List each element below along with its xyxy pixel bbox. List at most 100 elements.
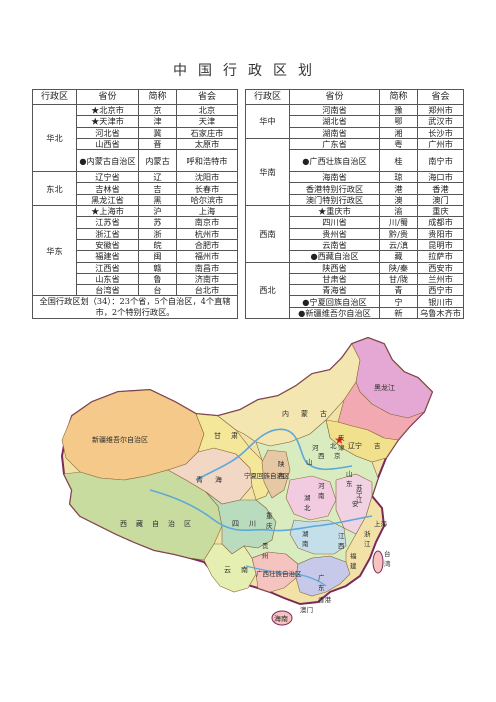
province-cell: 福建省 [76,250,139,263]
capital-cell: 沈阳市 [176,171,238,184]
abbr-cell: 闽 [138,250,177,263]
capital-cell: 福州市 [176,250,238,263]
province-cell: 湖南省 [289,126,380,139]
map-small-char: 西 [318,452,325,460]
abbr-cell: 黔/贵 [379,227,418,240]
header-province: 省份 [76,89,139,105]
map-small-char: 苏 [356,483,363,492]
abbr-cell: 青 [379,284,418,297]
map-small-char: 山 [306,457,313,466]
capital-cell: 澳门 [417,193,464,207]
province-cell: ●新疆维吾尔自治区 [289,306,380,320]
capital-cell: 郑州市 [417,103,464,117]
map-small-char: 浙 [364,529,371,538]
province-cell: 广东省 [289,137,380,151]
map-small-char: 西 [278,472,285,480]
table-row: 浙江省浙杭州市 [33,227,238,240]
province-cell: ●西藏自治区 [289,250,380,263]
province-cell: 四川省 [289,216,380,229]
capital-star-icon: ★ [334,433,345,447]
map-small-char: 津 [338,444,345,452]
map-label-liaoning: 辽宁 [348,441,362,450]
capital-cell: 拉萨市 [417,250,464,263]
table-row: ●新疆维吾尔自治区新乌鲁木齐市 [246,306,464,320]
map-small-char: 江 [338,532,345,540]
map-label-xinjiang: 新疆维吾尔自治区 [92,435,148,444]
table-row: 福建省闽福州市 [33,250,238,263]
capital-cell: 南昌市 [176,261,238,274]
abbr-cell: 津 [138,115,177,128]
province-cell: 台湾省 [76,284,139,297]
header-capital: 省会 [176,89,238,105]
province-cell: 云南省 [289,238,380,252]
region-east-coast [335,473,373,535]
map-small-char: 河 [318,482,325,490]
capital-cell: 呼和浩特市 [176,149,238,173]
abbr-cell: 台 [138,284,177,297]
capital-cell: 济南市 [176,272,238,286]
capital-cell: 台北市 [176,284,238,297]
header-abbr: 简称 [379,89,418,105]
capital-cell: 西安市 [417,261,464,274]
map-small-char: 天 [338,434,345,442]
province-cell: 香港特别行政区 [289,182,380,195]
abbr-cell: 京 [138,103,177,117]
province-cell: 河北省 [76,126,139,139]
abbr-cell: 湘 [379,126,418,139]
capital-cell: 银川市 [417,295,464,308]
table-header-row: 行政区 省份 简称 省会 [32,89,238,105]
division-table-left: 行政区 省份 简称 省会 华北 ★北京市京北京 ★天津市津天津 河北省冀石家庄市 山西省… [32,89,238,320]
abbr-cell: 宁 [379,295,418,308]
capital-cell: 广州市 [417,137,464,151]
map-small-char: 湖 [302,529,309,538]
map-small-char: 台 [384,549,391,558]
capital-cell: 合肥市 [176,238,238,252]
map-small-char: 北 [304,504,311,512]
summary-note: 全国行政区划（34）：23个省，5个自治区，4个直辖市，2个特别行政区。 [32,295,238,320]
abbr-cell: 甘/陇 [379,272,418,286]
map-small-char: 湖 [304,493,311,502]
map-small-char: 北 [330,442,337,450]
table-row: 台湾省台台北市 [33,284,238,297]
map-small-char: 重 [266,512,273,520]
capital-cell: 石家庄市 [176,126,238,139]
river-pearl [245,565,327,587]
map-small-char: 州 [262,552,269,560]
province-cell: ★天津市 [76,115,139,128]
abbr-cell: 沪 [138,205,177,218]
map-small-char: 吉 [374,442,381,450]
abbr-cell: 鲁 [138,272,177,286]
capital-cell: 重庆 [417,205,464,218]
table-row: 贵州省 黔/贵 贵阳市 [246,227,464,240]
abbr-cell: 云/滇 [379,238,418,252]
region-cell: 华中 [245,104,290,139]
table-header-row: 行政区 省份 简称 省会 [245,89,464,105]
map-label-hainan: 海南 [274,614,288,623]
map-small-char: 南 [302,539,309,548]
province-cell: 湖北省 [289,115,380,128]
map-label-ningxia: 宁夏回族自治区 [244,471,290,480]
province-cell: 澳门特别行政区 [289,193,380,207]
province-cell: 江西省 [76,261,139,274]
map-small-char: 京 [334,451,341,460]
header-province: 省份 [289,89,380,105]
river-yangtze [149,489,373,532]
capital-cell: 北京 [176,103,238,117]
map-label-qinghai: 青海 [196,475,234,484]
capital-cell: 太原市 [176,137,238,151]
province-cell: ●广西壮族自治区 [289,149,380,173]
capital-cell: 上海 [176,205,238,218]
map-small-char: 建 [350,561,357,570]
region-henan-hubei [285,475,337,521]
map-small-char: 宁 [356,489,363,498]
abbr-cell: 皖 [138,238,177,252]
map-small-char: 山 [346,469,353,478]
header-region: 行政区 [245,89,290,105]
table-row: 华中 河南省豫郑州市 [245,103,464,139]
abbr-cell: 苏 [138,216,177,229]
province-cell: 陕西省 [289,261,380,274]
abbr-cell: 澳 [379,193,418,207]
table-row: 山西省晋太原市 [33,137,238,151]
page-title: 中国行政区划 [173,63,323,79]
china-map: ★ 黑龙江 新疆维吾尔自治区 西藏自治区 青海 甘肃 内蒙古 宁夏回族自治区 四… [0,330,496,702]
